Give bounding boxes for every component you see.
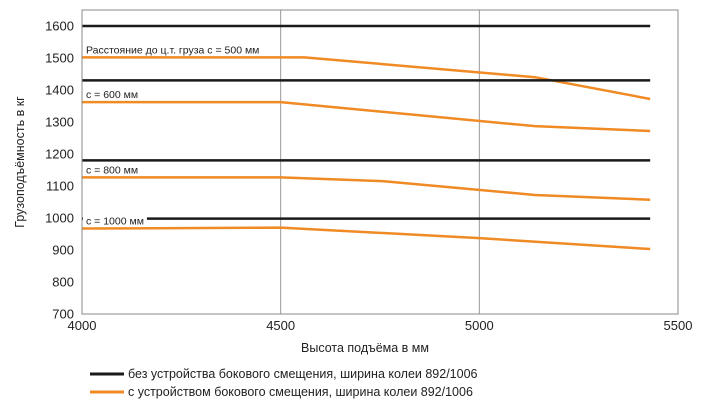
series-line-with-side-shift — [82, 100, 651, 133]
x-tick-label: 5000 — [465, 318, 494, 333]
group-label: c = 1000 мм — [86, 216, 144, 228]
x-tick-labels: 4000 4500 5000 5500 — [68, 318, 693, 333]
annotation-labels: Расстояние до ц.т. груза c = 500 мм c = 6… — [83, 42, 263, 228]
series-lines — [81, 24, 651, 251]
y-tick-label: 1500 — [45, 51, 74, 66]
series-line-with-side-shift — [82, 56, 651, 101]
y-tick-label: 1400 — [45, 83, 74, 98]
series-line-with-side-shift — [82, 176, 651, 202]
group-label: c = 800 мм — [86, 164, 138, 176]
y-tick-label: 700 — [52, 307, 74, 322]
y-tick-label: 1100 — [46, 179, 74, 194]
group-label: c = 600 мм — [86, 89, 138, 101]
x-tick-label: 4000 — [68, 318, 97, 333]
group-label-background — [83, 213, 147, 227]
x-axis-title: Высота подъёма в мм — [301, 341, 429, 355]
x-tick-label: 5500 — [664, 318, 693, 333]
group-label-background — [83, 42, 263, 56]
legend: без устройства бокового смещения, ширина… — [90, 367, 478, 399]
y-tick-label: 1300 — [45, 115, 74, 130]
legend-label-with-side-shift: с устройством бокового смещения, ширина … — [128, 385, 473, 399]
y-tick-labels: 700 800 900 1000 1100 1200 1300 1400 1500 1600 — [45, 19, 74, 322]
y-tick-label: 900 — [52, 243, 74, 258]
legend-label-without-side-shift: без устройства бокового смещения, ширина… — [128, 367, 478, 381]
grid-lines — [280, 10, 480, 314]
x-tick-label: 4500 — [266, 318, 295, 333]
y-tick-label: 800 — [52, 275, 74, 290]
series-line-with-side-shift — [81, 226, 651, 251]
group-label-background — [83, 87, 142, 101]
plot-frame — [81, 9, 679, 315]
y-tick-label: 1600 — [45, 19, 74, 34]
y-axis-title: Грузоподъёмность в кг — [13, 96, 27, 228]
group-label-background — [83, 162, 142, 176]
group-label: Расстояние до ц.т. груза c = 500 мм — [86, 44, 259, 56]
y-tick-label: 1200 — [45, 147, 74, 162]
y-tick-label: 1000 — [45, 211, 74, 226]
